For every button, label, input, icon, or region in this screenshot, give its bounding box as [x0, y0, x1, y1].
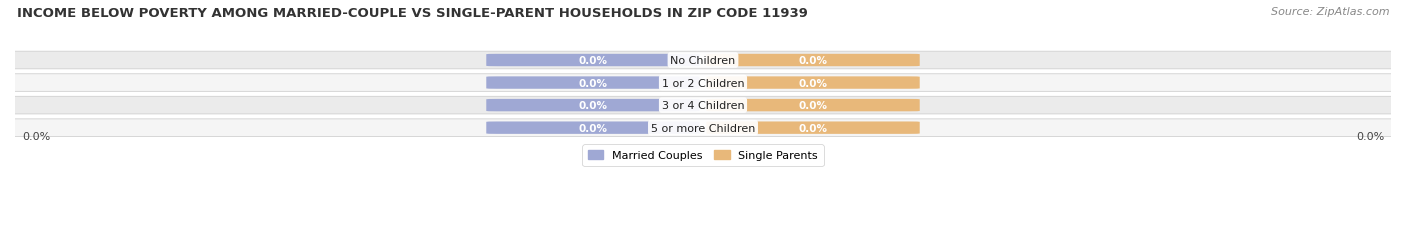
FancyBboxPatch shape	[0, 52, 1406, 70]
Text: 0.0%: 0.0%	[22, 131, 51, 141]
Text: 0.0%: 0.0%	[799, 123, 828, 133]
Text: Source: ZipAtlas.com: Source: ZipAtlas.com	[1271, 7, 1389, 17]
FancyBboxPatch shape	[706, 77, 920, 89]
FancyBboxPatch shape	[486, 122, 700, 134]
FancyBboxPatch shape	[486, 100, 700, 112]
Text: 0.0%: 0.0%	[578, 123, 607, 133]
FancyBboxPatch shape	[486, 55, 700, 67]
FancyBboxPatch shape	[706, 122, 920, 134]
FancyBboxPatch shape	[706, 100, 920, 112]
Text: 0.0%: 0.0%	[799, 78, 828, 88]
Text: INCOME BELOW POVERTY AMONG MARRIED-COUPLE VS SINGLE-PARENT HOUSEHOLDS IN ZIP COD: INCOME BELOW POVERTY AMONG MARRIED-COUPL…	[17, 7, 807, 20]
FancyBboxPatch shape	[486, 77, 700, 89]
Text: 0.0%: 0.0%	[578, 56, 607, 66]
Text: 0.0%: 0.0%	[1355, 131, 1384, 141]
FancyBboxPatch shape	[0, 97, 1406, 114]
Text: No Children: No Children	[671, 56, 735, 66]
Legend: Married Couples, Single Parents: Married Couples, Single Parents	[582, 145, 824, 166]
Text: 5 or more Children: 5 or more Children	[651, 123, 755, 133]
Text: 0.0%: 0.0%	[578, 101, 607, 111]
Text: 1 or 2 Children: 1 or 2 Children	[662, 78, 744, 88]
FancyBboxPatch shape	[0, 119, 1406, 137]
Text: 3 or 4 Children: 3 or 4 Children	[662, 101, 744, 111]
Text: 0.0%: 0.0%	[799, 101, 828, 111]
FancyBboxPatch shape	[0, 74, 1406, 92]
Text: 0.0%: 0.0%	[799, 56, 828, 66]
Text: 0.0%: 0.0%	[578, 78, 607, 88]
FancyBboxPatch shape	[706, 55, 920, 67]
